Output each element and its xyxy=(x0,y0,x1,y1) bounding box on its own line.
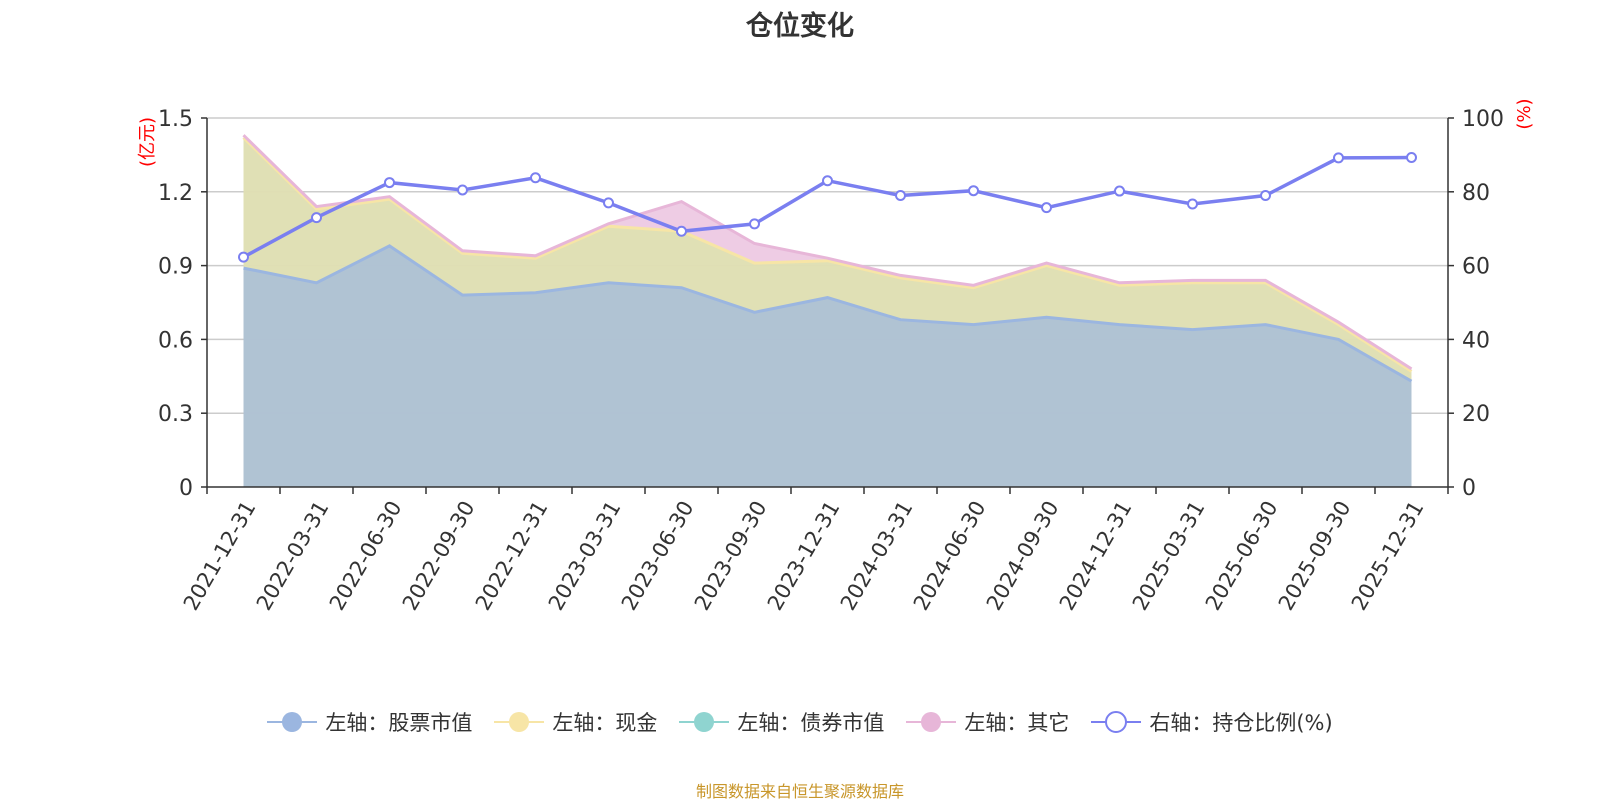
area-stock xyxy=(243,245,1412,487)
legend-label-bond: 左轴：债券市值 xyxy=(737,711,885,735)
legend-label-ratio: 右轴：持仓比例(%) xyxy=(1149,711,1333,735)
left-tick-label: 1.5 xyxy=(158,107,193,132)
right-tick-label: 0 xyxy=(1462,476,1476,501)
chart-title: 仓位变化 xyxy=(746,11,854,42)
x-tick-label: 2025-09-30 xyxy=(1274,497,1356,615)
left-tick-label: 0.9 xyxy=(158,255,193,280)
x-tick-label: 2023-06-30 xyxy=(617,497,699,615)
ratio-point xyxy=(895,189,906,201)
legend-item-ratio[interactable]: 右轴：持仓比例(%) xyxy=(1091,707,1333,737)
source-note: 制图数据来自恒生聚源数据库 xyxy=(695,782,904,801)
x-tick-label: 2025-03-31 xyxy=(1128,497,1210,615)
ratio-point xyxy=(1260,189,1271,201)
ratio-point xyxy=(238,251,249,263)
right-tick-label: 80 xyxy=(1462,181,1490,206)
x-tick-label: 2024-03-31 xyxy=(836,497,918,615)
left-axis-unit: (亿元) xyxy=(137,117,158,167)
x-tick-label: 2025-12-31 xyxy=(1347,497,1429,615)
x-tick-label: 2022-06-30 xyxy=(325,497,407,615)
x-tick-label: 2022-12-31 xyxy=(471,497,553,615)
ratio-point xyxy=(676,225,687,237)
ratio-point xyxy=(603,197,614,209)
x-tick-label: 2023-12-31 xyxy=(763,497,845,615)
ratio-point xyxy=(1114,185,1125,197)
legend-marker-other xyxy=(906,712,957,732)
ratio-point xyxy=(749,218,760,230)
left-tick-label: 0.3 xyxy=(158,402,193,427)
legend-marker-stock xyxy=(267,712,318,732)
x-tick-label: 2024-06-30 xyxy=(909,497,991,615)
ratio-point xyxy=(1187,198,1198,210)
x-tick-label: 2024-09-30 xyxy=(982,497,1064,615)
legend-marker-cash xyxy=(494,712,545,732)
legend-item-stock[interactable]: 左轴：股票市值 xyxy=(267,707,472,737)
legend-item-other[interactable]: 左轴：其它 xyxy=(906,707,1069,737)
legend-marker-bond xyxy=(679,712,730,732)
x-tick-label: 2021-12-31 xyxy=(179,497,261,615)
ratio-point xyxy=(530,172,541,184)
x-tick-label: 2025-06-30 xyxy=(1201,497,1283,615)
legend-item-cash[interactable]: 左轴：现金 xyxy=(494,707,657,737)
ratio-point xyxy=(311,212,322,224)
ratio-point xyxy=(457,184,468,196)
left-tick-label: 1.2 xyxy=(158,181,193,206)
left-tick-label: 0 xyxy=(179,476,193,501)
x-tick-label: 2022-03-31 xyxy=(252,497,334,615)
legend: 左轴：股票市值 左轴：现金 左轴：债券市值 左轴：其它 右轴：持仓比例(%) xyxy=(0,707,1600,737)
left-tick-label: 0.6 xyxy=(158,328,193,353)
line-other xyxy=(242,134,1413,371)
right-tick-label: 20 xyxy=(1462,402,1490,427)
right-tick-label: 60 xyxy=(1462,255,1490,280)
x-tick-label: 2023-03-31 xyxy=(544,497,626,615)
ratio-point xyxy=(822,175,833,187)
x-tick-label: 2022-09-30 xyxy=(398,497,480,615)
right-tick-label: 100 xyxy=(1462,107,1504,132)
ratio-point xyxy=(1041,202,1052,214)
right-tick-label: 40 xyxy=(1462,328,1490,353)
line-cash xyxy=(242,136,1413,373)
x-tick-label: 2023-09-30 xyxy=(690,497,772,615)
ratio-point xyxy=(384,177,395,189)
ratio-point xyxy=(1406,151,1417,163)
legend-item-bond[interactable]: 左轴：债券市值 xyxy=(679,707,884,737)
chart-svg: 00.30.60.91.21.50204060801002021-12-3120… xyxy=(137,98,1535,615)
legend-label-stock: 左轴：股票市值 xyxy=(325,711,473,735)
ratio-point xyxy=(1333,152,1344,164)
x-tick-label: 2024-12-31 xyxy=(1055,497,1137,615)
legend-label-cash: 左轴：现金 xyxy=(552,711,658,735)
right-axis-unit: (%) xyxy=(1514,98,1535,129)
legend-label-other: 左轴：其它 xyxy=(964,711,1070,735)
line-stock xyxy=(243,244,1413,383)
ratio-point xyxy=(968,185,979,197)
legend-marker-ratio xyxy=(1091,711,1142,733)
